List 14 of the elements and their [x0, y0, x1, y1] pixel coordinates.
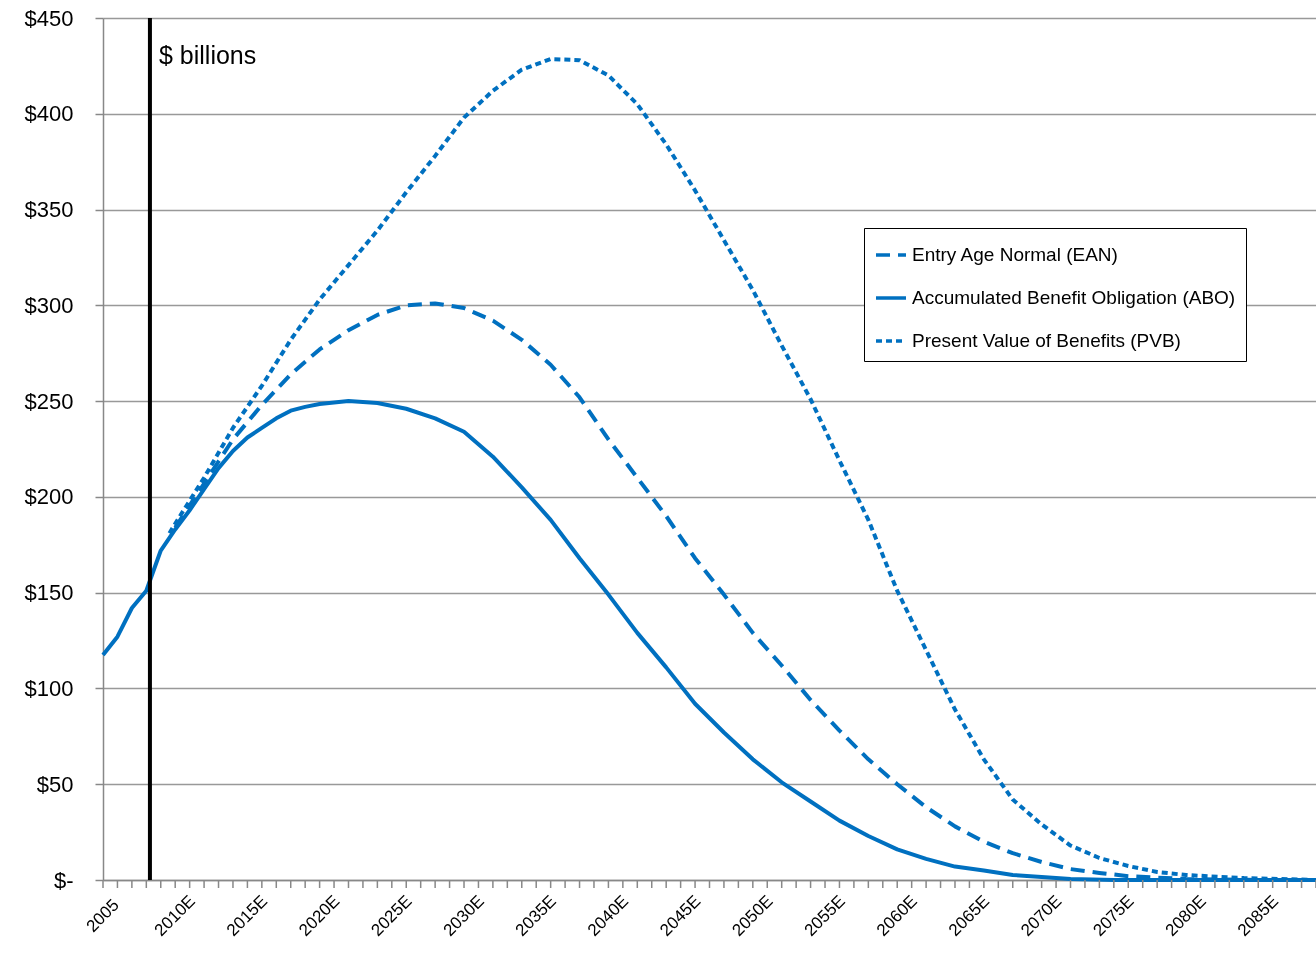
y-tick-label: $100 [24, 675, 74, 701]
y-tick-label: $350 [24, 197, 74, 223]
legend-label: Present Value of Benefits (PVB) [912, 330, 1181, 351]
y-tick-label: $250 [24, 388, 74, 414]
y-tick-label: $50 [36, 771, 74, 797]
y-tick-label: $450 [24, 5, 74, 31]
y-tick-label: $300 [24, 292, 74, 318]
y-tick-label: $150 [24, 580, 74, 606]
annotation: $ billions [159, 41, 257, 69]
y-tick-label: $400 [24, 101, 74, 127]
legend-label: Entry Age Normal (EAN) [912, 244, 1118, 265]
y-tick-label: $200 [24, 484, 74, 510]
legend-label: Accumulated Benefit Obligation (ABO) [912, 287, 1236, 308]
y-tick-label: $- [53, 867, 74, 893]
